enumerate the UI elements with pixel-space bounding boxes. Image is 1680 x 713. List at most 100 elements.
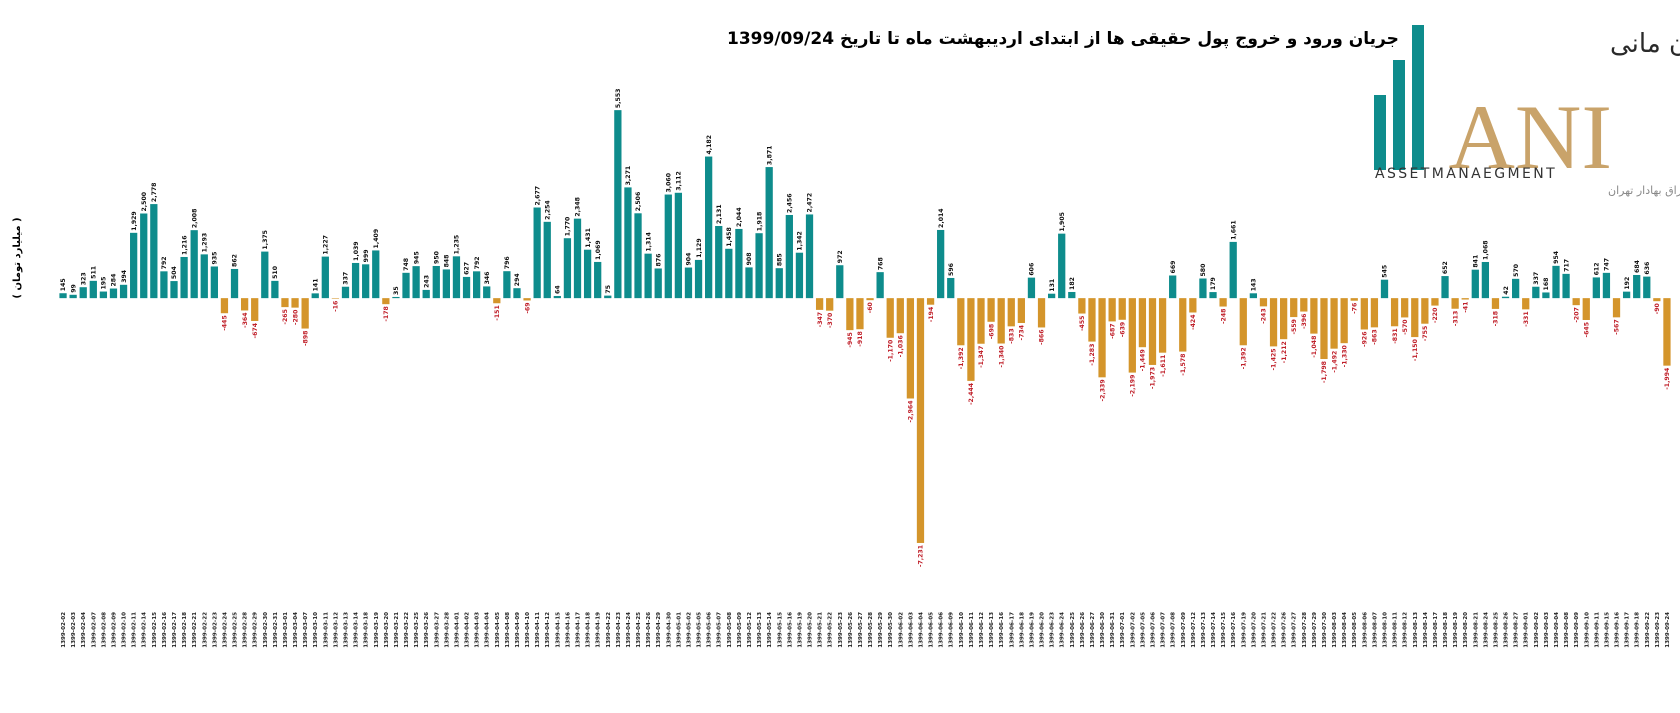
value-label: -151 xyxy=(494,305,501,320)
bar xyxy=(362,264,370,299)
x-tick-label: 1399-09-22 xyxy=(1645,612,1651,648)
x-tick-label: 1399-04-22 xyxy=(606,612,612,648)
value-label: -1,798 xyxy=(1321,361,1328,383)
x-tick-label: 1399-04-17 xyxy=(576,612,582,648)
bar xyxy=(1068,291,1076,299)
bar xyxy=(372,250,380,299)
bar xyxy=(634,213,642,299)
x-tick-label: 1399-08-19 xyxy=(1453,612,1459,648)
bar xyxy=(1219,298,1227,307)
x-tick-label: 1399-03-25 xyxy=(414,612,420,648)
x-tick-label: 1399-07-28 xyxy=(1302,612,1308,648)
value-label: -2,964 xyxy=(908,400,915,423)
bar xyxy=(1239,298,1247,346)
x-tick-label: 1399-06-09 xyxy=(949,612,955,648)
x-tick-label: 1399-08-12 xyxy=(1403,612,1409,648)
bar xyxy=(896,298,904,334)
value-label: 1,314 xyxy=(645,231,652,251)
bar xyxy=(1259,298,1268,307)
x-tick-label: 1399-04-29 xyxy=(656,612,662,648)
x-tick-label: 1399-09-02 xyxy=(1534,612,1540,648)
value-label: 64 xyxy=(555,285,562,294)
value-label: -424 xyxy=(1190,314,1197,330)
bar xyxy=(1532,286,1540,299)
bar xyxy=(1612,298,1621,318)
bar xyxy=(1451,298,1459,309)
bar xyxy=(573,218,582,299)
bar xyxy=(1643,276,1651,299)
bar xyxy=(654,268,662,299)
logo-bar xyxy=(1393,60,1405,170)
x-tick-label: 1399-08-13 xyxy=(1413,612,1419,648)
bar xyxy=(836,265,844,299)
value-label: -90 xyxy=(1654,303,1661,315)
value-label: 580 xyxy=(1200,263,1207,277)
x-tick-label: 1399-02-21 xyxy=(192,612,198,648)
value-label: 168 xyxy=(1543,278,1550,291)
bar xyxy=(1300,298,1308,312)
value-label: 42 xyxy=(1503,286,1510,295)
x-tick-label: 1399-07-21 xyxy=(1261,612,1267,648)
bar xyxy=(170,281,178,299)
x-tick-label: 1399-07-27 xyxy=(1292,612,1298,648)
x-tick-label: 1399-08-24 xyxy=(1483,612,1489,648)
value-label: 1,409 xyxy=(373,229,380,249)
bar xyxy=(1269,298,1278,347)
bar xyxy=(382,298,390,305)
x-tick-label: 1399-09-08 xyxy=(1564,612,1570,648)
value-label: 1,905 xyxy=(1059,212,1066,232)
x-tick-label: 1399-09-18 xyxy=(1635,612,1641,648)
value-label: 1,129 xyxy=(696,238,703,258)
value-label: 2,348 xyxy=(575,197,582,217)
value-label: -248 xyxy=(1220,309,1227,324)
bar xyxy=(886,298,894,338)
value-label: -1,150 xyxy=(1412,338,1419,361)
bar xyxy=(785,214,793,299)
x-tick-label: 1399-05-27 xyxy=(858,612,864,648)
bar xyxy=(402,272,410,299)
value-label: 243 xyxy=(423,275,430,288)
bar xyxy=(1088,298,1096,342)
x-tick-label: 1399-09-23 xyxy=(1655,612,1661,648)
value-label: 684 xyxy=(1634,259,1641,273)
bar xyxy=(432,265,440,299)
x-tick-label: 1399-03-18 xyxy=(364,612,370,648)
bar xyxy=(1501,296,1510,299)
x-tick-label: 1399-07-07 xyxy=(1161,612,1167,648)
x-tick-label: 1399-05-30 xyxy=(888,612,894,648)
x-tick-label: 1399-04-08 xyxy=(505,612,511,648)
value-label: 284 xyxy=(111,273,118,287)
bar xyxy=(109,288,118,299)
value-label: -1,340 xyxy=(998,345,1005,368)
value-label: -567 xyxy=(1614,319,1621,334)
bar xyxy=(1098,298,1106,378)
x-tick-label: 1399-09-24 xyxy=(1665,612,1671,648)
bar xyxy=(937,229,945,299)
bar xyxy=(1491,298,1500,309)
bar xyxy=(906,298,915,399)
x-tick-label: 1399-03-26 xyxy=(424,612,430,648)
value-label: 768 xyxy=(877,257,884,270)
bar xyxy=(1461,298,1469,300)
value-label: 945 xyxy=(413,251,420,264)
x-tick-label: 1399-08-17 xyxy=(1433,612,1439,648)
x-tick-label: 1399-04-16 xyxy=(565,612,571,648)
value-label: 876 xyxy=(655,254,662,267)
bar xyxy=(59,293,67,299)
value-label: 2,778 xyxy=(151,183,158,203)
bar xyxy=(311,293,319,299)
x-tick-label: 1399-09-11 xyxy=(1594,612,1600,648)
value-label: -1,449 xyxy=(1140,349,1147,371)
x-tick-label: 1399-09-04 xyxy=(1554,612,1560,648)
value-label: -863 xyxy=(1372,329,1379,344)
bar xyxy=(876,272,884,299)
bar xyxy=(220,298,229,314)
bar xyxy=(1340,298,1348,344)
value-label: -645 xyxy=(1583,322,1590,337)
x-tick-label: 1399-06-13 xyxy=(989,612,995,648)
value-label: 1,770 xyxy=(565,216,572,236)
bar xyxy=(674,192,683,299)
x-tick-label: 1399-03-04 xyxy=(293,612,299,648)
bar xyxy=(1158,298,1167,353)
bar xyxy=(1522,298,1530,310)
